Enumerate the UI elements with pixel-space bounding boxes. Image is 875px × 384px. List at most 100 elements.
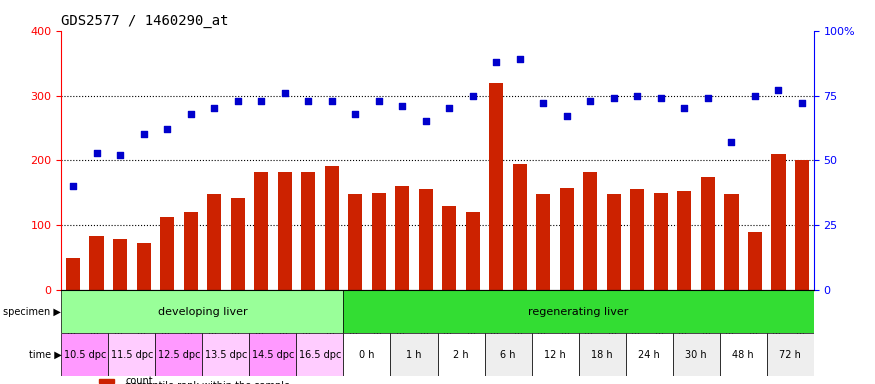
FancyBboxPatch shape: [249, 333, 297, 376]
Bar: [772, 154, 786, 290]
FancyBboxPatch shape: [202, 333, 249, 376]
Text: 72 h: 72 h: [780, 350, 802, 360]
Bar: [513, 164, 527, 290]
Bar: [560, 187, 574, 290]
Bar: [301, 172, 315, 290]
Bar: [184, 212, 198, 290]
Point: [630, 93, 644, 99]
Text: 14.5 dpc: 14.5 dpc: [252, 350, 294, 360]
Bar: [277, 172, 291, 290]
Text: percentile rank within the sample: percentile rank within the sample: [125, 381, 290, 384]
Point: [396, 103, 410, 109]
Point: [607, 95, 621, 101]
Text: 12 h: 12 h: [544, 350, 566, 360]
FancyBboxPatch shape: [108, 333, 156, 376]
Text: time ▶: time ▶: [29, 350, 61, 360]
Bar: [630, 189, 645, 290]
Point: [66, 183, 80, 189]
Bar: [99, 379, 114, 383]
Text: 18 h: 18 h: [592, 350, 612, 360]
Bar: [136, 243, 150, 290]
FancyBboxPatch shape: [578, 333, 626, 376]
Text: 11.5 dpc: 11.5 dpc: [110, 350, 153, 360]
Text: developing liver: developing liver: [158, 306, 247, 316]
Point: [772, 87, 786, 93]
FancyBboxPatch shape: [532, 333, 578, 376]
FancyBboxPatch shape: [626, 333, 673, 376]
Text: 13.5 dpc: 13.5 dpc: [205, 350, 247, 360]
Point: [301, 98, 315, 104]
Text: 48 h: 48 h: [732, 350, 754, 360]
Point: [277, 90, 291, 96]
Bar: [325, 166, 339, 290]
Point: [207, 105, 221, 111]
Point: [677, 105, 691, 111]
Point: [348, 111, 362, 117]
Text: 12.5 dpc: 12.5 dpc: [158, 350, 200, 360]
Point: [372, 98, 386, 104]
Bar: [489, 83, 503, 290]
FancyBboxPatch shape: [344, 290, 814, 333]
Point: [113, 152, 127, 158]
Point: [724, 139, 738, 145]
Bar: [654, 193, 668, 290]
Text: 24 h: 24 h: [638, 350, 660, 360]
Point: [89, 149, 103, 156]
Point: [560, 113, 574, 119]
FancyBboxPatch shape: [438, 333, 485, 376]
Text: 0 h: 0 h: [360, 350, 374, 360]
Point: [442, 105, 456, 111]
Point: [466, 93, 480, 99]
Point: [254, 98, 268, 104]
Bar: [442, 206, 457, 290]
FancyBboxPatch shape: [61, 333, 108, 376]
Bar: [607, 194, 621, 290]
Bar: [701, 177, 715, 290]
FancyBboxPatch shape: [485, 333, 532, 376]
Bar: [677, 191, 691, 290]
Bar: [419, 189, 433, 290]
Text: 16.5 dpc: 16.5 dpc: [298, 350, 341, 360]
Text: 1 h: 1 h: [406, 350, 422, 360]
Bar: [160, 217, 174, 290]
Bar: [396, 186, 410, 290]
Point: [231, 98, 245, 104]
Text: GDS2577 / 1460290_at: GDS2577 / 1460290_at: [61, 14, 228, 28]
Bar: [66, 258, 80, 290]
FancyBboxPatch shape: [766, 333, 814, 376]
Bar: [113, 239, 127, 290]
Text: 10.5 dpc: 10.5 dpc: [64, 350, 106, 360]
FancyBboxPatch shape: [156, 333, 202, 376]
Point: [513, 56, 527, 62]
Point: [160, 126, 174, 132]
FancyBboxPatch shape: [61, 290, 344, 333]
FancyBboxPatch shape: [673, 333, 720, 376]
Bar: [348, 194, 362, 290]
Bar: [748, 232, 762, 290]
Point: [536, 100, 550, 106]
Text: specimen ▶: specimen ▶: [4, 306, 61, 316]
Text: count: count: [125, 376, 153, 384]
Text: regenerating liver: regenerating liver: [528, 306, 629, 316]
Text: 2 h: 2 h: [453, 350, 469, 360]
Point: [701, 95, 715, 101]
FancyBboxPatch shape: [720, 333, 766, 376]
Point: [748, 93, 762, 99]
Point: [795, 100, 809, 106]
Bar: [231, 198, 245, 290]
Point: [489, 59, 503, 65]
Text: 30 h: 30 h: [685, 350, 707, 360]
Bar: [254, 172, 269, 290]
Point: [419, 118, 433, 124]
Bar: [795, 161, 809, 290]
FancyBboxPatch shape: [297, 333, 344, 376]
Point: [325, 98, 339, 104]
Bar: [724, 194, 738, 290]
Text: 6 h: 6 h: [500, 350, 515, 360]
Bar: [372, 193, 386, 290]
Bar: [466, 212, 480, 290]
Point: [136, 131, 150, 137]
Bar: [207, 194, 221, 290]
FancyBboxPatch shape: [344, 333, 390, 376]
Bar: [536, 194, 550, 290]
